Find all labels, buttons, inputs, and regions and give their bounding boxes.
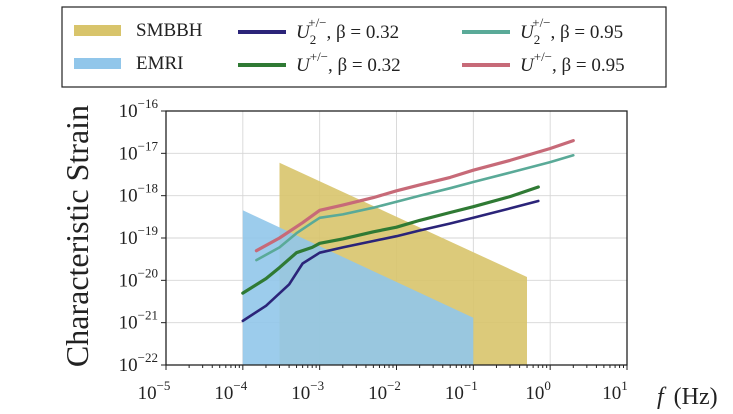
legend-swatch-emri [74,58,121,69]
legend-label-emri: EMRI [136,53,184,74]
x-tick-label: 10−5 [138,378,171,404]
y-tick-label: 10−19 [119,223,158,249]
x-tick-label: 10−3 [291,378,324,404]
x-axis-label-unit: (Hz) [674,384,718,410]
x-tick-label: 101 [602,378,628,404]
y-tick-label: 10−22 [119,350,158,376]
x-tick-label: 10−4 [214,378,247,404]
y-axis-label: Characteristic Strain [59,105,95,367]
legend-label-series-3: U2+/−, β = 0.95 [520,15,623,47]
y-tick-label: 10−21 [119,308,158,334]
x-tick-label: 10−2 [368,378,401,404]
legend-series-entries: U2+/−, β = 0.32U+/−, β = 0.32 U2+/−, β = … [238,15,625,76]
x-axis-label: f (Hz) [657,384,718,410]
y-axis-ticks: 10−16 10−17 10−18 10−19 10−20 10−21 10−22 [119,96,166,376]
series-lines [241,139,575,323]
series-line-4 [254,139,575,253]
area-emri [242,210,474,365]
area-fills [242,162,527,365]
y-tick-label: 10−18 [119,181,158,207]
y-tick-label: 10−20 [119,265,158,291]
legend-frame [61,6,667,88]
x-tick-label: 10−1 [445,378,478,404]
y-tick-label: 10−16 [119,96,159,122]
legend-label-series-1: U2+/−, β = 0.32 [296,15,399,47]
legend-label-smbbh: SMBBH [136,20,203,41]
series-line-1 [241,199,540,323]
x-tick-label: 100 [525,378,551,404]
plot-area: 10−5 10−4 10−3 10−2 10−1 100 101 10−1610−1710−… [119,96,628,404]
legend-swatch-smbbh [74,25,121,36]
x-axis-ticks: 10−5 10−4 10−3 10−2 10−1 100 101 [138,365,628,404]
legend-label-series-4: U+/−, β = 0.95 [520,49,625,76]
series-line-2 [241,185,540,295]
y-tick-label: 10−17 [119,138,159,164]
x-axis-label-variable: f [657,384,667,410]
legend-area-entries: SMBBH EMRI [74,20,203,74]
series-line-3 [255,154,575,262]
legend-label-series-2: U+/−, β = 0.32 [296,49,401,76]
